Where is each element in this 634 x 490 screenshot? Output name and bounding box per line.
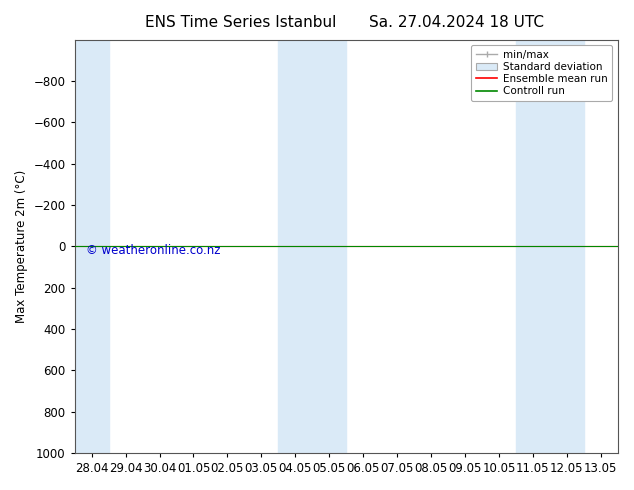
Bar bbox=[516, 40, 584, 453]
Bar bbox=[278, 40, 346, 453]
Text: ENS Time Series Istanbul: ENS Time Series Istanbul bbox=[145, 15, 337, 30]
Bar bbox=[75, 40, 108, 453]
Text: Sa. 27.04.2024 18 UTC: Sa. 27.04.2024 18 UTC bbox=[369, 15, 544, 30]
Y-axis label: Max Temperature 2m (°C): Max Temperature 2m (°C) bbox=[15, 170, 28, 323]
Text: © weatheronline.co.nz: © weatheronline.co.nz bbox=[86, 244, 220, 257]
Legend: min/max, Standard deviation, Ensemble mean run, Controll run: min/max, Standard deviation, Ensemble me… bbox=[471, 45, 612, 101]
